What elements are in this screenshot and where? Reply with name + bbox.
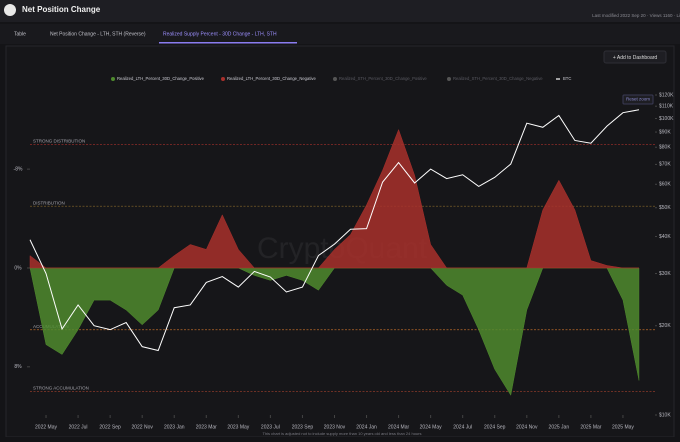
y2-tick-label: $20K <box>659 323 671 329</box>
reference-label: DISTRIBUTION <box>33 200 65 205</box>
x-tick-label: 2024 May <box>420 424 442 430</box>
y-tick-label: 0% <box>14 265 22 271</box>
y2-tick-label: $70K <box>659 162 671 168</box>
tab-underline <box>159 42 297 44</box>
y-tick-label: -8% <box>14 166 23 172</box>
y2-tick-label: $90K <box>659 129 671 135</box>
x-tick-label: 2024 Jan <box>356 424 377 430</box>
y2-tick-label: $100K <box>659 116 674 122</box>
legend-label[interactable]: Realized_LTH_Percent_30D_Change_Positive <box>117 76 205 81</box>
legend-swatch <box>447 77 451 81</box>
tab[interactable]: Table <box>14 31 26 37</box>
tab[interactable]: Net Position Change - LTH, STH (Reverse) <box>50 31 146 37</box>
x-tick-label: 2024 Jul <box>453 424 472 430</box>
y2-tick-label: $30K <box>659 271 671 277</box>
x-tick-label: 2022 May <box>35 424 57 430</box>
x-tick-label: 2023 Sep <box>292 424 314 430</box>
reference-label: STRONG DISTRIBUTION <box>33 139 85 144</box>
x-tick-label: 2023 Mar <box>196 424 217 430</box>
legend-swatch <box>111 77 115 81</box>
y2-tick-label: $40K <box>659 234 671 240</box>
x-tick-label: 2025 Jan <box>549 424 570 430</box>
x-tick-label: 2024 Sep <box>484 424 506 430</box>
add-button-label[interactable]: + Add to Dashboard <box>613 55 658 61</box>
reset-zoom[interactable] <box>622 94 654 105</box>
x-tick-label: 2023 Nov <box>324 424 346 430</box>
reset-zoom-label[interactable]: Reset zoom <box>626 97 650 102</box>
legend-swatch <box>333 77 337 81</box>
x-tick-label: 2022 Nov <box>131 424 153 430</box>
btc-line <box>29 109 640 352</box>
tab[interactable]: Realized Supply Percent - 30D Change - L… <box>163 31 277 37</box>
area <box>29 128 639 269</box>
legend-label[interactable]: Realized_STH_Percent_30D_Change_Positive <box>339 76 427 81</box>
legend-label[interactable]: Realized_LTH_Percent_30D_Change_Negative <box>227 76 317 81</box>
x-tick-label: 2024 Mar <box>388 424 409 430</box>
x-tick-label: 2025 May <box>612 424 634 430</box>
y2-tick-label: $80K <box>659 145 671 151</box>
y2-tick-label: $50K <box>659 205 671 211</box>
tab-bar <box>0 24 680 44</box>
legend-swatch <box>221 77 225 81</box>
x-tick-label: 2023 Jan <box>164 424 185 430</box>
legend-label[interactable]: Realized_STH_Percent_30D_Change_Negative <box>453 76 543 81</box>
y2-tick-label: $110K <box>659 104 674 110</box>
y2-tick-label: $10K <box>659 412 671 418</box>
x-tick-label: 2022 Jul <box>69 424 88 430</box>
footnote: This chart is adjusted not to include su… <box>263 431 422 436</box>
avatar[interactable] <box>4 4 16 16</box>
legend-label[interactable]: BTC <box>563 76 571 81</box>
x-tick-label: 2023 May <box>227 424 249 430</box>
y2-tick-label: $120K <box>659 92 674 98</box>
y-tick-label: 8% <box>14 364 22 370</box>
y2-tick-label: $60K <box>659 182 671 188</box>
page-title: Net Position Change <box>22 5 101 14</box>
page-meta: Last modified 2022 Sep 20 · Views 1160 ·… <box>592 13 680 18</box>
x-tick-label: 2025 Mar <box>580 424 601 430</box>
reference-label: STRONG ACCUMULATION <box>33 386 89 391</box>
x-tick-label: 2023 Jul <box>261 424 280 430</box>
x-tick-label: 2022 Sep <box>99 424 121 430</box>
header-bar <box>0 0 680 22</box>
x-tick-label: 2024 Nov <box>516 424 538 430</box>
add-button[interactable] <box>603 50 667 64</box>
